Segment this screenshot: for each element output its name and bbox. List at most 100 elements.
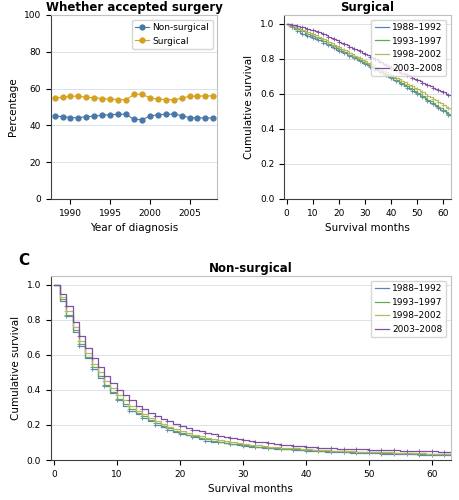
- 1998–2002: [246, 442, 252, 448]
- 1988–1992: [387, 75, 393, 81]
- Line: 1993–1997: 1993–1997: [54, 285, 450, 454]
- Non-surgical: [115, 112, 121, 117]
- Non-surgical: [75, 115, 81, 121]
- 1998–2002: [390, 74, 395, 80]
- 1988–1992: [390, 76, 395, 82]
- Surgical: [84, 94, 89, 100]
- 1988–1992: [309, 448, 314, 454]
- 1993–1997: [214, 438, 220, 444]
- Line: 1998–2002: 1998–2002: [286, 24, 450, 109]
- Non-surgical: [155, 112, 160, 117]
- Surgical: [107, 96, 112, 102]
- 2003–2008: [271, 441, 276, 447]
- Surgical: [91, 94, 97, 100]
- Y-axis label: Cumulative survival: Cumulative survival: [11, 316, 21, 420]
- 1993–1997: [51, 282, 56, 288]
- 1993–1997: [246, 443, 252, 449]
- 1988–1992: [374, 68, 380, 74]
- Surgical: [52, 94, 57, 100]
- Surgical: [139, 92, 145, 98]
- 2003–2008: [304, 26, 309, 32]
- Text: B: B: [247, 0, 258, 4]
- Non-surgical: [91, 114, 97, 119]
- 2003–2008: [374, 58, 380, 64]
- 1988–1992: [302, 448, 308, 454]
- 2003–2008: [447, 93, 453, 99]
- 1998–2002: [283, 21, 289, 27]
- Non-surgical: [139, 116, 145, 122]
- Non-surgical: [162, 112, 168, 117]
- Surgical: [99, 96, 105, 102]
- Line: 2003–2008: 2003–2008: [54, 285, 450, 452]
- 1993–1997: [302, 447, 308, 453]
- Surgical: [155, 96, 160, 102]
- Surgical: [210, 93, 216, 99]
- 2003–2008: [364, 52, 369, 59]
- Line: 1988–1992: 1988–1992: [286, 24, 450, 116]
- Line: Non-surgical: Non-surgical: [52, 112, 215, 122]
- 1993–1997: [364, 62, 369, 68]
- 2003–2008: [51, 282, 56, 288]
- Line: 1993–1997: 1993–1997: [286, 24, 450, 116]
- 1993–1997: [101, 382, 106, 388]
- Y-axis label: Cumulative survival: Cumulative survival: [244, 55, 254, 159]
- 1998–2002: [447, 106, 453, 112]
- Non-surgical: [179, 112, 184, 118]
- 1988–1992: [214, 440, 220, 446]
- Non-surgical: [60, 114, 65, 119]
- 2003–2008: [246, 438, 252, 444]
- 1998–2002: [387, 72, 393, 78]
- 1988–1992: [364, 62, 369, 68]
- Surgical: [179, 96, 184, 102]
- Surgical: [202, 93, 208, 99]
- Non-surgical: [84, 114, 89, 119]
- Surgical: [131, 92, 136, 98]
- Surgical: [162, 96, 168, 102]
- Non-surgical: [123, 111, 129, 117]
- 1993–1997: [271, 445, 276, 451]
- 2003–2008: [214, 433, 220, 439]
- 1993–1997: [351, 54, 356, 60]
- Surgical: [75, 93, 81, 99]
- Non-surgical: [147, 113, 152, 119]
- X-axis label: Year of diagnosis: Year of diagnosis: [90, 223, 178, 233]
- Line: 2003–2008: 2003–2008: [286, 24, 450, 96]
- Legend: 1988–1992, 1993–1997, 1998–2002, 2003–2008: 1988–1992, 1993–1997, 1998–2002, 2003–20…: [370, 20, 445, 76]
- Title: Whether accepted surgery: Whether accepted surgery: [45, 1, 222, 14]
- 1988–1992: [51, 282, 56, 288]
- Y-axis label: Percentage: Percentage: [8, 78, 18, 136]
- 1993–1997: [387, 74, 393, 80]
- Non-surgical: [210, 115, 216, 121]
- Non-surgical: [107, 112, 112, 117]
- Non-surgical: [194, 115, 200, 121]
- Non-surgical: [186, 114, 192, 120]
- Surgical: [194, 93, 200, 99]
- 1988–1992: [447, 114, 453, 119]
- 2003–2008: [302, 444, 308, 450]
- 1988–1992: [246, 444, 252, 450]
- 1993–1997: [374, 67, 380, 73]
- Line: Surgical: Surgical: [52, 92, 215, 102]
- 1998–2002: [374, 65, 380, 71]
- Surgical: [123, 97, 129, 103]
- Surgical: [115, 96, 121, 102]
- Surgical: [60, 94, 65, 100]
- Non-surgical: [131, 116, 136, 122]
- 1988–1992: [283, 21, 289, 27]
- Line: 1988–1992: 1988–1992: [54, 285, 450, 456]
- 1998–2002: [302, 446, 308, 452]
- 1998–2002: [351, 52, 356, 59]
- Surgical: [67, 94, 73, 100]
- 1998–2002: [309, 446, 314, 452]
- Title: Surgical: Surgical: [340, 1, 393, 14]
- 2003–2008: [447, 449, 453, 455]
- 1998–2002: [214, 437, 220, 443]
- Title: Non-surgical: Non-surgical: [208, 262, 292, 275]
- 1993–1997: [283, 21, 289, 27]
- Text: C: C: [18, 253, 30, 268]
- Non-surgical: [99, 112, 105, 118]
- 1988–1992: [351, 56, 356, 62]
- Legend: Non-surgical, Surgical: Non-surgical, Surgical: [131, 20, 213, 50]
- Non-surgical: [52, 113, 57, 119]
- 1998–2002: [447, 451, 453, 457]
